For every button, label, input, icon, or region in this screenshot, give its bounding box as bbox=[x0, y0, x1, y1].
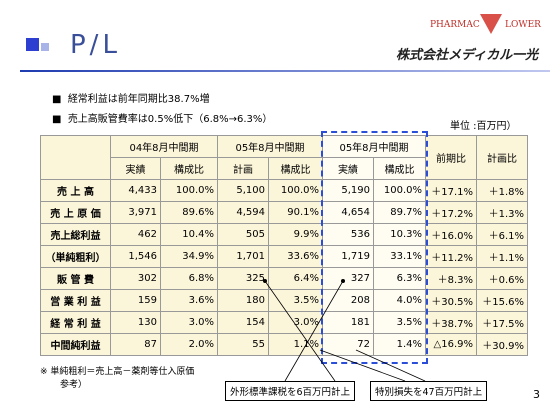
table-cell: 1,719 bbox=[322, 245, 374, 268]
title-icon bbox=[26, 38, 39, 51]
note: ※ 単純粗利＝売上高－薬剤等仕入原価 bbox=[40, 367, 195, 377]
callout: 外形標準課税を6百万円計上 bbox=[225, 381, 356, 401]
table-cell: 3.5% bbox=[373, 311, 426, 334]
table-cell: 5,190 bbox=[322, 179, 374, 202]
highlight-box bbox=[321, 131, 428, 364]
column-header: 構成比 bbox=[373, 157, 426, 180]
column-header: 実績 bbox=[322, 157, 374, 180]
pl-table: 04年8月中間期 05年8月中間期 05年8月中間期 前期比 計画比 実績 構成比 計画 構成比… bbox=[40, 135, 528, 356]
period-header: 計画比 bbox=[476, 135, 528, 180]
table-cell: ＋1.3% bbox=[476, 201, 528, 224]
title-rule bbox=[20, 70, 550, 72]
logo-top: PHARMAC bbox=[430, 20, 480, 30]
table-cell: 4.0% bbox=[373, 289, 426, 312]
table-cell: 87 bbox=[110, 333, 161, 356]
bullet-text: 売上高販管費率は0.5%低下（6.8%→6.3%） bbox=[67, 114, 273, 125]
note: 参考） bbox=[60, 380, 88, 390]
bullet-text: 経常利益は前年同期比38.7%増 bbox=[67, 94, 210, 105]
period-header: 05年8月中間期 bbox=[322, 135, 426, 158]
title-icon-shadow bbox=[41, 43, 49, 51]
table-cell: 4,654 bbox=[322, 201, 374, 224]
bullet: ■ 売上高販管費率は0.5%低下（6.8%→6.3%） bbox=[52, 114, 273, 125]
page-number: 3 bbox=[533, 388, 540, 401]
table-cell: ＋30.9% bbox=[476, 333, 528, 356]
table-cell: 10.3% bbox=[373, 223, 426, 246]
table-cell: 327 bbox=[322, 267, 374, 290]
table-cell: 100.0% bbox=[373, 179, 426, 202]
unit: 単位 :百万円） bbox=[450, 121, 517, 132]
company: 株式会社メディカル一光 bbox=[396, 48, 539, 63]
logo-mark bbox=[480, 14, 502, 34]
logo-right: LOWER bbox=[505, 20, 541, 30]
table-cell: 1.4% bbox=[373, 333, 426, 356]
title: P/L bbox=[70, 30, 121, 60]
table-cell: 55 bbox=[217, 333, 269, 356]
table-cell: 72 bbox=[322, 333, 374, 356]
table-cell: 6.3% bbox=[373, 267, 426, 290]
callout: 特別損失を47百万円計上 bbox=[370, 381, 488, 401]
bullet: ■ 経常利益は前年同期比38.7%増 bbox=[52, 94, 210, 105]
